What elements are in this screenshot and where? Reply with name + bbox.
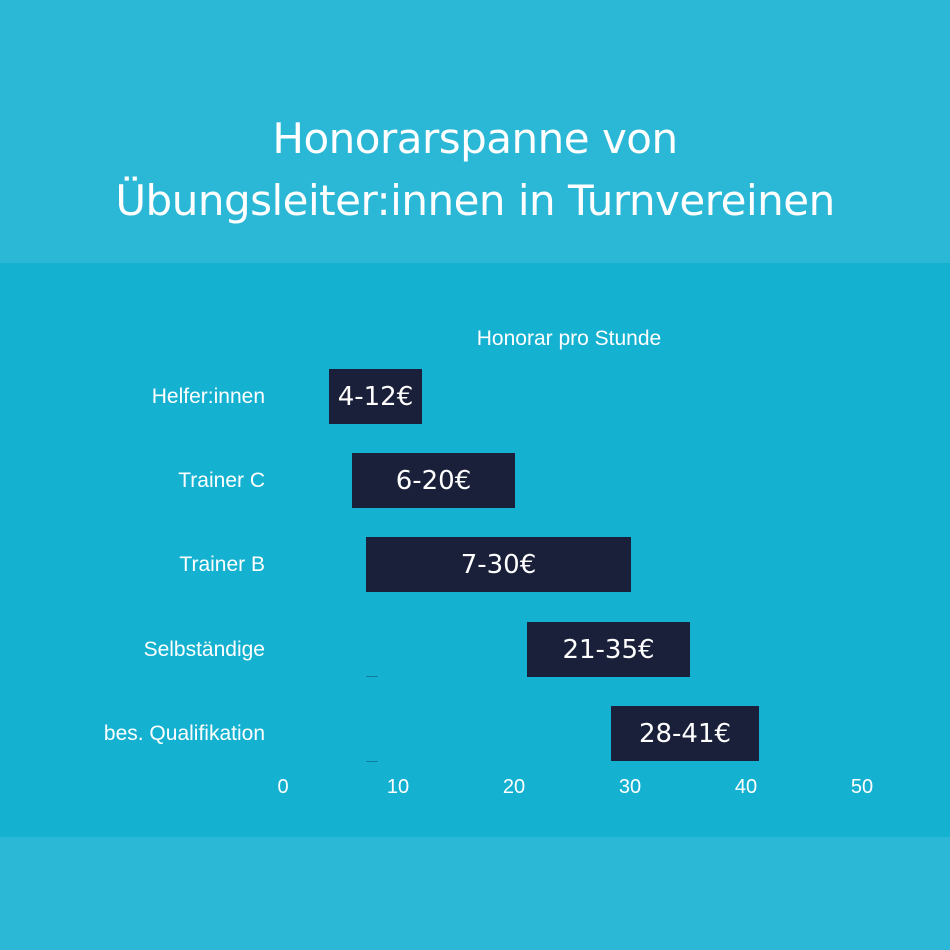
x-tick-10: 10 (386, 776, 410, 798)
x-tick-30: 30 (618, 776, 642, 798)
bar-helfer: 4-12€ (329, 369, 422, 424)
row-label-helfer: Helfer:innen (151, 385, 265, 408)
chart-title: Honorarspanne von Übungsleiter:innen in … (0, 108, 950, 232)
bar-value-label: 4-12€ (337, 381, 414, 412)
header-band: Honorarspanne von Übungsleiter:innen in … (0, 0, 950, 263)
tick-mark (366, 676, 378, 677)
title-line-2: Übungsleiter:innen in Turnvereinen (115, 176, 835, 225)
bar-bes-qualifikation: 28-41€ (611, 706, 759, 761)
row-label-selbstaendige: Selbständige (143, 638, 265, 661)
bar-value-label: 7-30€ (460, 549, 537, 580)
bar-value-label: 6-20€ (395, 465, 472, 496)
footer-band (0, 837, 950, 950)
bar-value-label: 21-35€ (562, 634, 655, 665)
title-line-1: Honorarspanne von (272, 114, 678, 163)
axis-title: Honorar pro Stunde (476, 327, 662, 350)
x-tick-20: 20 (502, 776, 526, 798)
row-label-trainer-b: Trainer B (179, 553, 265, 576)
x-tick-40: 40 (734, 776, 758, 798)
bar-trainer-c: 6-20€ (352, 453, 515, 508)
tick-mark (366, 761, 378, 762)
x-tick-0: 0 (277, 776, 289, 798)
bar-value-label: 28-41€ (638, 718, 732, 749)
x-tick-50: 50 (850, 776, 874, 798)
bar-selbstaendige: 21-35€ (527, 622, 690, 677)
row-label-bes-qualifikation: bes. Qualifikation (103, 722, 265, 745)
row-label-trainer-c: Trainer C (178, 469, 265, 492)
bar-trainer-b: 7-30€ (366, 537, 631, 592)
